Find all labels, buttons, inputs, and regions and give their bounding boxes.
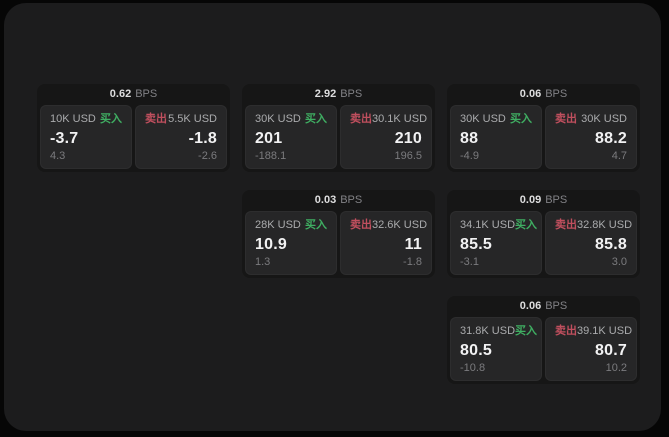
- buy-tag: 买入: [515, 325, 538, 337]
- buy-value: 80.5: [460, 342, 492, 359]
- bps-value: 0.06: [519, 300, 542, 312]
- buy-delta: -4.9: [460, 150, 479, 162]
- bps-header: 0.09 BPS: [447, 190, 640, 211]
- bps-header: 0.06 BPS: [447, 296, 640, 317]
- buy-tag: 买入: [305, 219, 327, 231]
- quote-card: 0.03 BPS 28K USD 买入 10.9 1.3 卖出 32.6K US…: [242, 190, 435, 278]
- sell-quote-panel[interactable]: 卖出 30.1K USD 210 196.5: [340, 105, 432, 169]
- sell-value: 88.2: [595, 130, 627, 147]
- quote-card: 0.62 BPS 10K USD 买入 -3.7 4.3 卖出 5.5K USD…: [37, 84, 230, 172]
- sell-value: 210: [394, 130, 422, 147]
- sell-value: 85.8: [595, 236, 627, 253]
- quote-card: 0.09 BPS 34.1K USD 买入 85.5 -3.1 卖出 32.8K…: [447, 190, 640, 278]
- buy-value: 85.5: [460, 236, 492, 253]
- buy-amount: 10K USD: [50, 113, 96, 125]
- quote-panels: 28K USD 买入 10.9 1.3 卖出 32.6K USD 11 -1.8: [242, 211, 435, 278]
- sell-value: 11: [404, 236, 422, 253]
- bps-value: 2.92: [314, 88, 337, 100]
- quote-grid: 0.62 BPS 10K USD 买入 -3.7 4.3 卖出 5.5K USD…: [37, 84, 640, 384]
- buy-tag: 买入: [515, 219, 538, 231]
- sell-amount: 5.5K USD: [168, 113, 217, 125]
- bps-unit: BPS: [340, 194, 363, 206]
- bps-value: 0.09: [519, 194, 542, 206]
- buy-value: 10.9: [255, 236, 287, 253]
- bps-unit: BPS: [135, 88, 158, 100]
- buy-value: 88: [460, 130, 479, 147]
- sell-tag: 卖出: [555, 113, 577, 125]
- sell-amount: 30.1K USD: [372, 113, 428, 125]
- sell-tag: 卖出: [350, 113, 372, 125]
- sell-amount: 32.6K USD: [372, 219, 428, 231]
- buy-delta: 1.3: [255, 256, 271, 268]
- sell-delta: 196.5: [394, 150, 422, 162]
- bps-unit: BPS: [545, 194, 568, 206]
- quote-card: 0.06 BPS 31.8K USD 买入 80.5 -10.8 卖出 39.1…: [447, 296, 640, 384]
- buy-delta: 4.3: [50, 150, 66, 162]
- sell-delta: 3.0: [611, 256, 627, 268]
- quote-card: 2.92 BPS 30K USD 买入 201 -188.1 卖出 30.1K …: [242, 84, 435, 172]
- buy-amount: 31.8K USD: [460, 325, 516, 337]
- buy-quote-panel[interactable]: 10K USD 买入 -3.7 4.3: [40, 105, 132, 169]
- sell-quote-panel[interactable]: 卖出 32.6K USD 11 -1.8: [340, 211, 432, 275]
- buy-amount: 30K USD: [460, 113, 506, 125]
- buy-value: -3.7: [50, 130, 79, 147]
- bps-unit: BPS: [340, 88, 363, 100]
- quote-panels: 34.1K USD 买入 85.5 -3.1 卖出 32.8K USD 85.8…: [447, 211, 640, 278]
- sell-quote-panel[interactable]: 卖出 5.5K USD -1.8 -2.6: [135, 105, 227, 169]
- sell-value: 80.7: [595, 342, 627, 359]
- quote-panels: 30K USD 买入 88 -4.9 卖出 30K USD 88.2 4.7: [447, 105, 640, 172]
- sell-delta: 10.2: [605, 362, 627, 374]
- quote-card: 0.06 BPS 30K USD 买入 88 -4.9 卖出 30K USD 8…: [447, 84, 640, 172]
- bps-header: 2.92 BPS: [242, 84, 435, 105]
- sell-tag: 卖出: [555, 219, 577, 231]
- sell-quote-panel[interactable]: 卖出 39.1K USD 80.7 10.2: [545, 317, 637, 381]
- sell-value: -1.8: [188, 130, 217, 147]
- quote-panels: 30K USD 买入 201 -188.1 卖出 30.1K USD 210 1…: [242, 105, 435, 172]
- buy-delta: -3.1: [460, 256, 479, 268]
- buy-quote-panel[interactable]: 31.8K USD 买入 80.5 -10.8: [450, 317, 542, 381]
- sell-tag: 卖出: [145, 113, 167, 125]
- buy-delta: -10.8: [460, 362, 486, 374]
- buy-tag: 买入: [100, 113, 122, 125]
- bps-header: 0.62 BPS: [37, 84, 230, 105]
- sell-tag: 卖出: [555, 325, 577, 337]
- bps-header: 0.03 BPS: [242, 190, 435, 211]
- sell-tag: 卖出: [350, 219, 372, 231]
- bps-unit: BPS: [545, 88, 568, 100]
- quote-panels: 10K USD 买入 -3.7 4.3 卖出 5.5K USD -1.8 -2.…: [37, 105, 230, 172]
- buy-tag: 买入: [305, 113, 327, 125]
- quote-panels: 31.8K USD 买入 80.5 -10.8 卖出 39.1K USD 80.…: [447, 317, 640, 384]
- sell-delta: -2.6: [198, 150, 217, 162]
- sell-delta: 4.7: [611, 150, 627, 162]
- sell-quote-panel[interactable]: 卖出 30K USD 88.2 4.7: [545, 105, 637, 169]
- sell-amount: 30K USD: [581, 113, 627, 125]
- buy-quote-panel[interactable]: 28K USD 买入 10.9 1.3: [245, 211, 337, 275]
- buy-value: 201: [255, 130, 283, 147]
- bps-value: 0.06: [519, 88, 542, 100]
- buy-quote-panel[interactable]: 30K USD 买入 201 -188.1: [245, 105, 337, 169]
- bps-value: 0.62: [109, 88, 132, 100]
- buy-quote-panel[interactable]: 30K USD 买入 88 -4.9: [450, 105, 542, 169]
- buy-amount: 34.1K USD: [460, 219, 516, 231]
- buy-delta: -188.1: [255, 150, 287, 162]
- buy-amount: 30K USD: [255, 113, 301, 125]
- sell-amount: 32.8K USD: [577, 219, 633, 231]
- buy-amount: 28K USD: [255, 219, 301, 231]
- buy-tag: 买入: [510, 113, 532, 125]
- sell-delta: -1.8: [403, 256, 422, 268]
- sell-quote-panel[interactable]: 卖出 32.8K USD 85.8 3.0: [545, 211, 637, 275]
- bps-value: 0.03: [314, 194, 337, 206]
- sell-amount: 39.1K USD: [577, 325, 633, 337]
- bps-unit: BPS: [545, 300, 568, 312]
- bps-header: 0.06 BPS: [447, 84, 640, 105]
- buy-quote-panel[interactable]: 34.1K USD 买入 85.5 -3.1: [450, 211, 542, 275]
